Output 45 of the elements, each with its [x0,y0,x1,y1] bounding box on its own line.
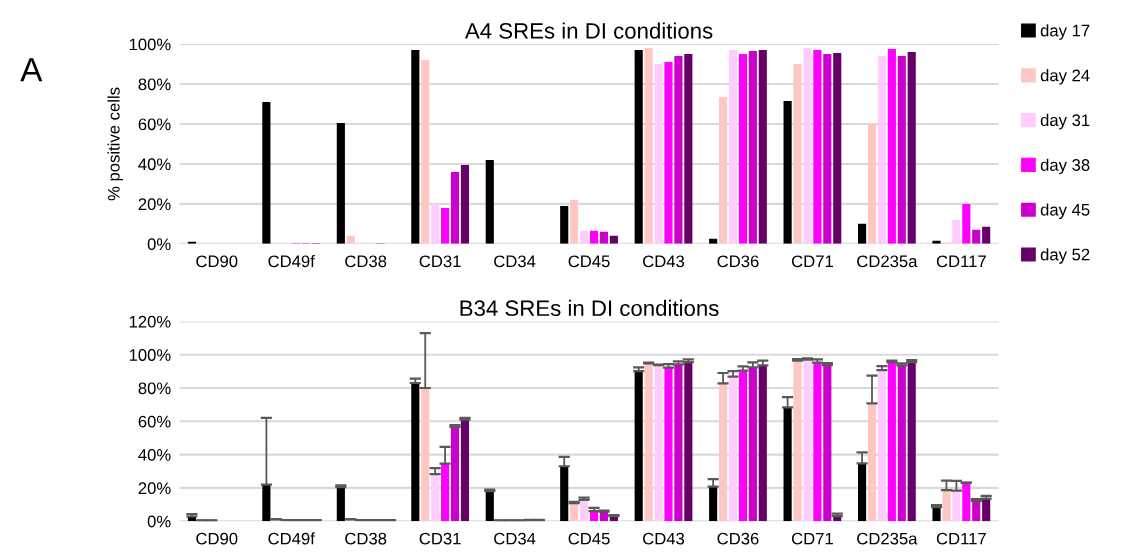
x-tick-label: CD38 [345,255,387,268]
x-tick-label: CD90 [196,532,238,545]
y-axis-title: % positive cells [107,87,124,201]
y-tick-label: 20% [138,198,171,211]
y-tick-label: 0% [147,515,171,528]
x-tick-label: CD235a [857,532,918,545]
y-tick-label: 0% [147,238,171,251]
y-tick-label: 60% [138,118,171,131]
y-tick-label: 100% [129,38,171,51]
y-tick-label: 100% [129,349,171,361]
legend-label: day 38 [1040,158,1090,175]
x-tick-label: CD71 [791,532,833,545]
y-tick-label: 80% [138,78,171,91]
legend-label: day 24 [1040,69,1090,85]
x-tick-label: CD117 [936,532,986,545]
y-tick-label: 40% [138,158,171,171]
x-tick-label: CD34 [494,532,536,545]
x-tick-label: CD90 [196,255,238,268]
legend-label: day 45 [1040,203,1090,219]
x-tick-label: CD43 [643,255,685,268]
x-tick-label: CD49f [268,532,315,545]
y-tick-label: 40% [138,448,171,461]
text: A [20,58,43,82]
x-tick-label: CD36 [717,255,759,268]
y-tick-label: 60% [138,415,171,428]
x-tick-label: CD38 [345,532,387,545]
x-tick-label: CD49f [268,254,315,268]
legend-label: day 52 [1040,248,1090,264]
x-tick-label: CD43 [643,532,685,545]
x-tick-label: CD45 [568,532,610,545]
x-tick-label: CD34 [494,255,536,268]
x-tick-label: CD36 [717,532,759,545]
x-tick-label: CD117 [936,255,986,268]
x-tick-label: CD31 [419,532,461,545]
chart-title: B34 SREs in DI conditions [460,299,719,317]
y-tick-label: 80% [138,382,171,395]
chart-title: A4 SREs in DI conditions [464,22,713,39]
x-tick-label: CD71 [791,255,833,268]
legend-label: day 17 [1040,24,1090,40]
x-tick-label: CD45 [568,255,610,268]
x-tick-label: CD31 [419,255,461,268]
x-tick-label: CD235a [857,255,918,268]
y-tick-label: 120% [129,315,171,328]
legend-label: day 31 [1040,113,1090,130]
y-tick-label: 20% [138,482,171,495]
